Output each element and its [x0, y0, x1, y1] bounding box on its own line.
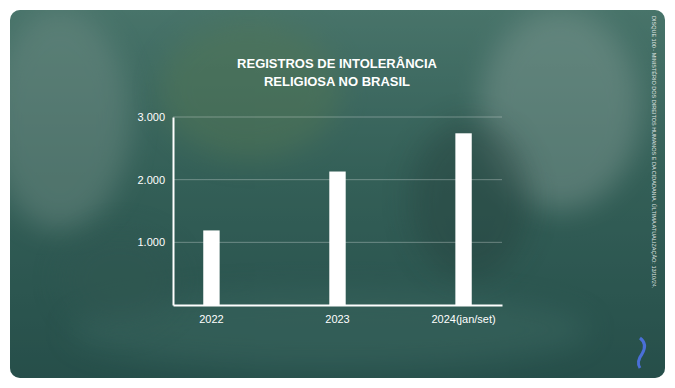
logo: [638, 338, 644, 368]
background: [10, 10, 665, 378]
x-tick-label: 2024(jan/set): [431, 313, 495, 325]
x-axis-line: [174, 305, 503, 307]
x-tick: 2022: [199, 305, 223, 325]
y-axis-line: [173, 118, 175, 306]
grid-line: [173, 117, 502, 118]
y-tick-label: 3.000: [137, 111, 165, 123]
background-tint: [10, 10, 665, 378]
chart-container: REGISTROS DE INTOLERÂNCIARELIGIOSA NO BR…: [0, 0, 675, 388]
y-axis: 1.000 2.000 3.000: [137, 111, 173, 305]
x-tick: 2023: [325, 305, 349, 325]
x-tick-label: 2022: [199, 313, 223, 325]
bar: [455, 133, 471, 305]
bars: [203, 133, 471, 305]
chart-title: REGISTROS DE INTOLERÂNCIARELIGIOSA NO BR…: [237, 56, 437, 89]
y-tick: 2.000: [137, 174, 173, 186]
x-axis: 2022 2023 2024(jan/set): [174, 305, 503, 325]
x-tick: 2024(jan/set): [431, 305, 495, 325]
source-note: DISQUE 100 - MINISTÉRIO DOS DIREITOS HUM…: [651, 16, 657, 289]
y-tick-label: 2.000: [137, 174, 165, 186]
y-tick: 1.000: [137, 236, 173, 248]
y-tick: 3.000: [137, 111, 173, 123]
bar: [203, 230, 219, 305]
bar: [329, 172, 345, 305]
y-tick-label: 1.000: [137, 236, 165, 248]
background-panel: [10, 10, 665, 378]
chart-svg: REGISTROS DE INTOLERÂNCIARELIGIOSA NO BR…: [0, 0, 675, 388]
x-tick-label: 2023: [325, 313, 349, 325]
